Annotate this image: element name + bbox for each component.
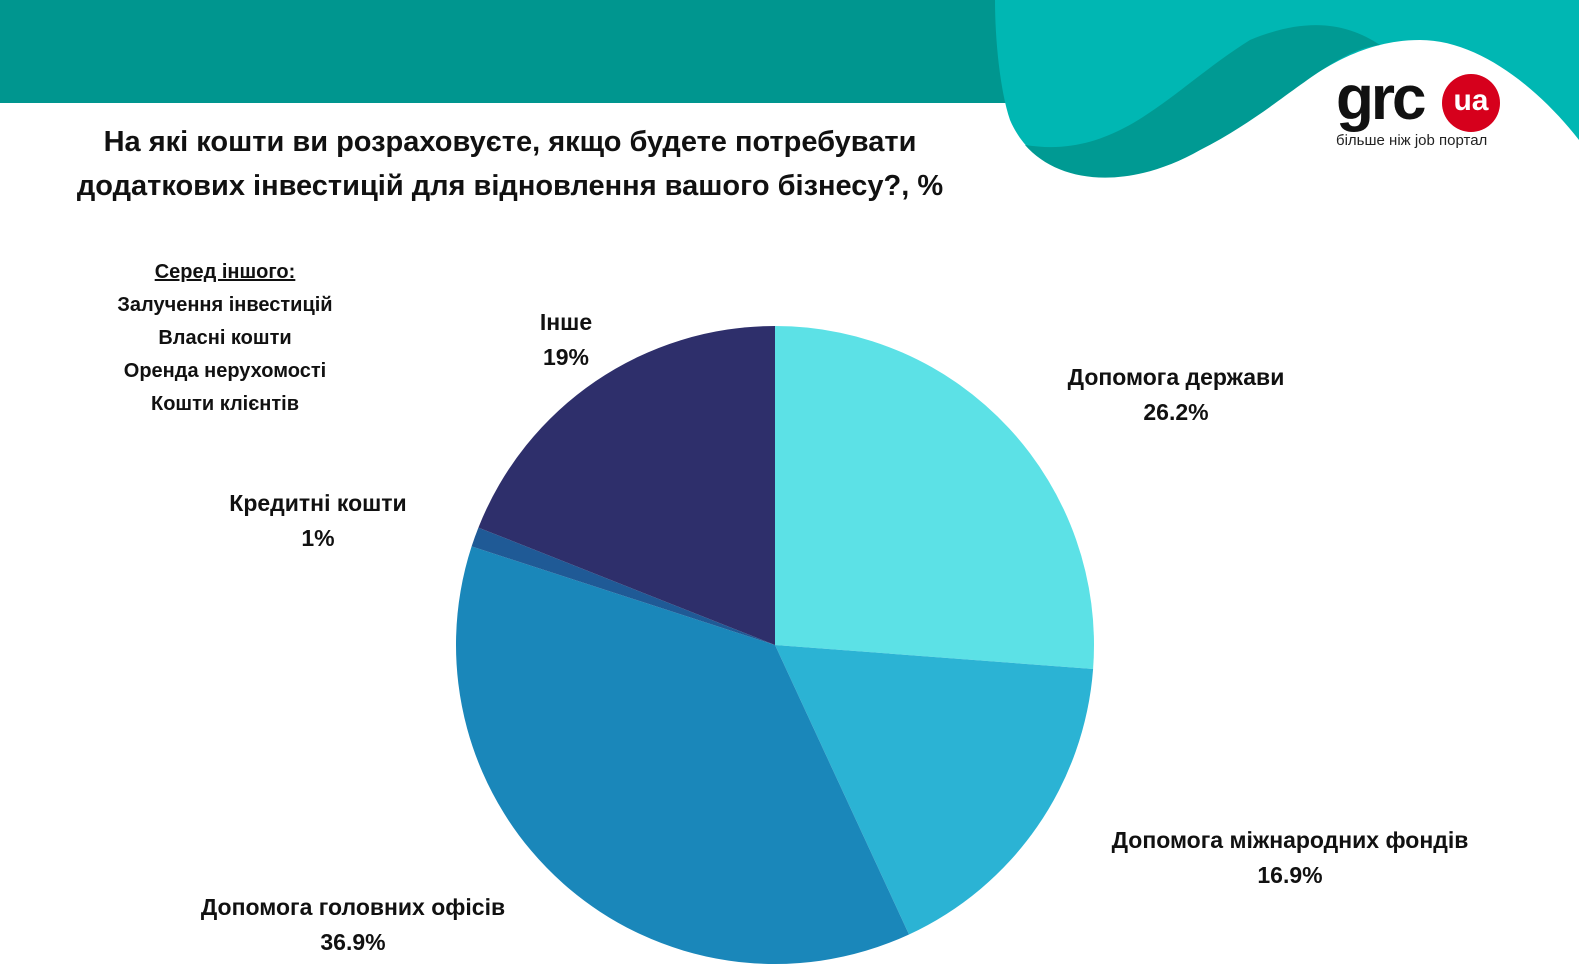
note-item: Залучення інвестицій <box>117 294 333 316</box>
label-other: Інше 19% <box>539 309 593 370</box>
logo-badge: ua <box>1442 74 1500 132</box>
logo: grc ua більше ніж job портал <box>1336 64 1500 149</box>
pie-slice-0 <box>775 326 1094 670</box>
note-item: Кошти клієнтів <box>150 393 300 415</box>
pie-slice-2 <box>456 546 910 964</box>
other-note: Серед іншого: Залучення інвестицій Власн… <box>60 256 390 421</box>
note-item: Власні кошти <box>158 327 292 349</box>
note-item: Оренда нерухомості <box>123 360 327 382</box>
logo-tagline: більше ніж job портал <box>1336 132 1488 149</box>
label-head-offices: Допомога головних офісів 36.9% <box>200 894 506 955</box>
title-line-2: додаткових інвестицій для відновлення ва… <box>76 170 944 202</box>
header-decoration <box>0 0 1579 178</box>
label-intl-funds: Допомога міжнародних фондів 16.9% <box>1111 827 1469 888</box>
logo-text: grc <box>1336 64 1426 133</box>
label-credit: Кредитні кошти 1% <box>229 490 407 551</box>
pie-slice-3 <box>471 527 775 645</box>
note-heading: Серед іншого: <box>154 261 296 283</box>
pie-slice-1 <box>775 645 1094 935</box>
page-title: На які кошти ви розраховуєте, якщо будет… <box>0 120 1020 208</box>
title-line-1: На які кошти ви розраховуєте, якщо будет… <box>103 126 917 158</box>
label-state-aid: Допомога держави 26.2% <box>1067 364 1285 425</box>
pie-slice-4 <box>478 326 775 645</box>
